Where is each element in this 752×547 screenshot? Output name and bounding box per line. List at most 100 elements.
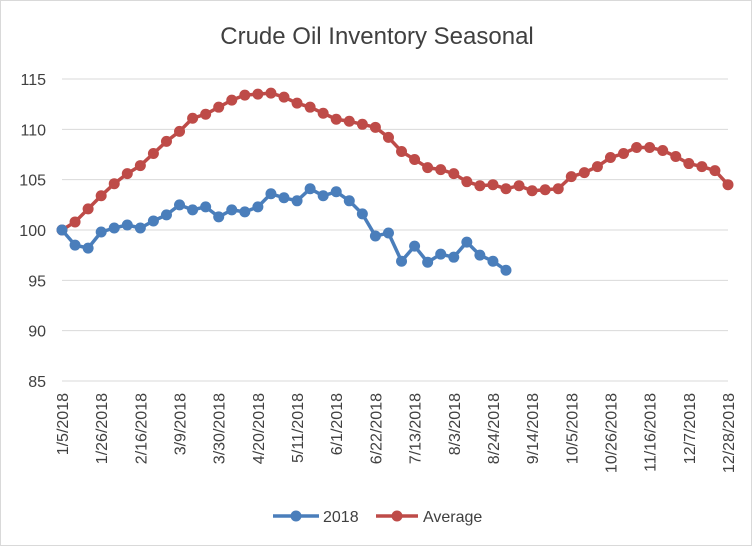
data-point-average [487,179,499,191]
x-tick-label: 10/5/2018 [564,393,581,464]
x-tick-label: 9/14/2018 [525,393,542,464]
x-tick-label: 5/11/2018 [290,393,307,463]
x-tick-label: 8/3/2018 [447,393,464,455]
data-point-average [187,112,199,124]
data-point-average [160,135,172,147]
data-point-2018 [278,192,290,204]
series-line-average [61,91,730,232]
data-point-2018 [500,264,512,276]
data-point-average [174,125,186,137]
data-point-average [239,89,251,101]
data-point-2018 [343,195,355,207]
data-point-2018 [474,249,486,261]
data-point-average [147,147,159,159]
x-tick-label: 7/13/2018 [408,393,425,464]
data-point-average [631,141,643,153]
data-point-2018 [147,215,159,227]
legend-label-2018: 2018 [323,509,359,526]
data-point-average [578,167,590,179]
x-axis-ticks: 1/5/2018 1/26/2018 2/16/2018 3/9/2018 3/30/2… [55,393,738,473]
y-tick-label: 115 [20,72,46,89]
data-point-average [382,131,394,143]
data-point-average [200,108,212,120]
data-point-average [644,141,656,153]
y-tick-label: 110 [20,122,46,139]
data-point-2018 [422,256,434,268]
data-point-average [134,160,146,172]
chart-title: Crude Oil Inventory Seasonal [220,23,534,50]
x-tick-label: 6/22/2018 [368,393,385,464]
data-point-average [500,183,512,195]
data-point-average [108,178,120,190]
data-point-average [265,87,277,99]
data-point-2018 [134,222,146,234]
x-tick-label: 6/1/2018 [329,393,346,455]
data-point-2018 [396,255,408,267]
data-point-average [95,190,107,202]
data-point-average [226,94,238,106]
y-tick-label: 95 [28,273,46,290]
data-point-2018 [409,240,421,252]
data-point-average [252,88,264,100]
data-point-average [396,145,408,157]
data-point-average [552,183,564,195]
legend: 2018 Average [273,509,482,526]
data-point-2018 [69,239,81,251]
data-point-2018 [239,206,251,218]
x-tick-label: 1/26/2018 [94,393,111,464]
x-tick-label: 2/16/2018 [133,393,150,464]
data-point-2018 [356,208,368,220]
data-point-2018 [108,222,120,234]
data-point-2018 [461,236,473,248]
x-tick-label: 11/16/2018 [643,393,660,472]
data-point-average [709,165,721,177]
data-point-2018 [448,251,460,263]
data-point-2018 [200,201,212,213]
y-tick-label: 85 [28,374,46,391]
data-point-2018 [304,183,316,195]
x-tick-label: 3/9/2018 [173,393,190,455]
data-point-2018 [82,242,94,254]
data-point-2018 [317,190,329,202]
x-tick-label: 12/28/2018 [721,393,738,473]
data-point-average [513,180,525,192]
data-point-average [291,97,303,109]
legend-marker-2018 [290,510,302,522]
data-point-2018 [265,188,277,200]
x-tick-label: 8/24/2018 [486,393,503,464]
data-point-average [121,168,133,180]
data-point-2018 [213,211,225,223]
data-point-average [696,161,708,173]
data-point-average [278,91,290,103]
data-point-2018 [56,224,68,236]
data-point-average [670,151,682,163]
legend-label-average: Average [423,509,482,526]
y-tick-label: 90 [28,324,46,341]
data-point-2018 [187,204,199,216]
data-point-2018 [121,219,133,231]
data-point-2018 [174,199,186,211]
x-tick-label: 1/5/2018 [55,393,72,455]
data-point-average [422,162,434,174]
data-point-average [448,168,460,180]
data-point-average [526,185,538,197]
data-point-2018 [160,209,172,221]
x-tick-label: 10/26/2018 [603,393,620,473]
data-point-2018 [435,248,447,260]
data-point-2018 [487,255,499,267]
y-axis-ticks: 85 90 95 100 105 110 115 [19,72,46,391]
data-point-average [722,179,734,191]
data-point-average [409,154,421,166]
data-point-2018 [291,195,303,207]
data-point-average [539,184,551,196]
data-point-average [317,107,329,119]
x-tick-label: 4/20/2018 [251,393,268,464]
data-point-2018 [226,204,238,216]
data-point-2018 [330,186,342,198]
data-point-average [435,164,447,176]
data-point-2018 [95,226,107,238]
data-point-average [618,147,630,159]
data-point-average [82,203,94,215]
